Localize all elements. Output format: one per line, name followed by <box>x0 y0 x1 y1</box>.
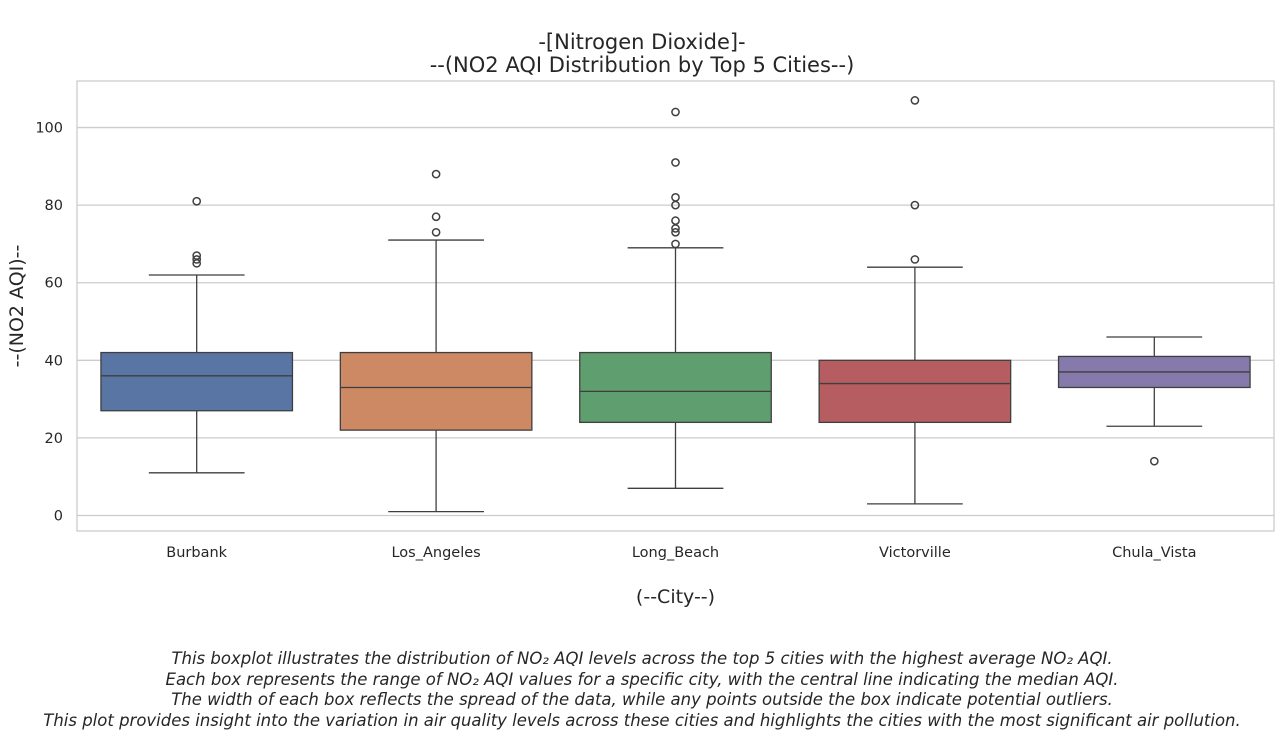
outlier-point <box>1149 456 1159 466</box>
x-tick-label: Chula_Vista <box>1112 545 1196 561</box>
x-axis-label: (--City--) <box>635 586 716 608</box>
outlier-point <box>671 193 680 202</box>
outlier-point <box>671 107 680 117</box>
outlier-point <box>192 196 202 206</box>
chart-subtitle: --(NO2 AQI Distribution by Top 5 Cities-… <box>429 53 855 77</box>
outlier-point <box>431 227 441 237</box>
chart-title: -[Nitrogen Dioxide]- <box>538 30 746 54</box>
outlier-point <box>671 216 680 226</box>
x-tick-label: Long_Beach <box>632 545 719 561</box>
outlier-point <box>671 158 680 167</box>
box-Long_Beach <box>579 351 772 424</box>
outlier-point <box>431 212 441 222</box>
x-tick-label: Los_Angeles <box>391 545 480 561</box>
box-Victorville <box>818 359 1012 424</box>
outlier-point <box>671 239 680 249</box>
caption-line: Each box represents the range of NO₂ AQI… <box>165 669 1119 689</box>
caption-line: The width of each box reflects the sprea… <box>171 690 1113 710</box>
chart-caption: This boxplot illustrates the distributio… <box>0 649 1284 731</box>
x-tick-label: Victorville <box>879 545 951 561</box>
outlier-point <box>431 169 441 179</box>
box-Los_Angeles <box>339 351 533 431</box>
y-tick-label: 60 <box>45 276 63 292</box>
outlier-point <box>671 227 680 237</box>
plot-frame <box>76 80 1275 532</box>
outlier-point <box>910 255 920 264</box>
outlier-point <box>192 255 202 264</box>
y-tick-label: 20 <box>45 431 63 447</box>
outlier-point <box>910 96 920 105</box>
outlier-point <box>192 251 202 260</box>
outlier-point <box>910 200 920 210</box>
caption-line: This plot provides insight into the vari… <box>43 710 1241 730</box>
y-tick-label: 0 <box>54 508 63 524</box>
y-axis-label: --(NO2 AQI)-- <box>6 244 28 368</box>
box-Burbank <box>100 351 294 412</box>
y-tick-label: 100 <box>35 121 63 137</box>
y-tick-label: 80 <box>45 198 63 214</box>
caption-line: This boxplot illustrates the distributio… <box>171 649 1113 668</box>
y-tick-label: 40 <box>45 353 63 369</box>
x-tick-label: Burbank <box>166 545 227 561</box>
